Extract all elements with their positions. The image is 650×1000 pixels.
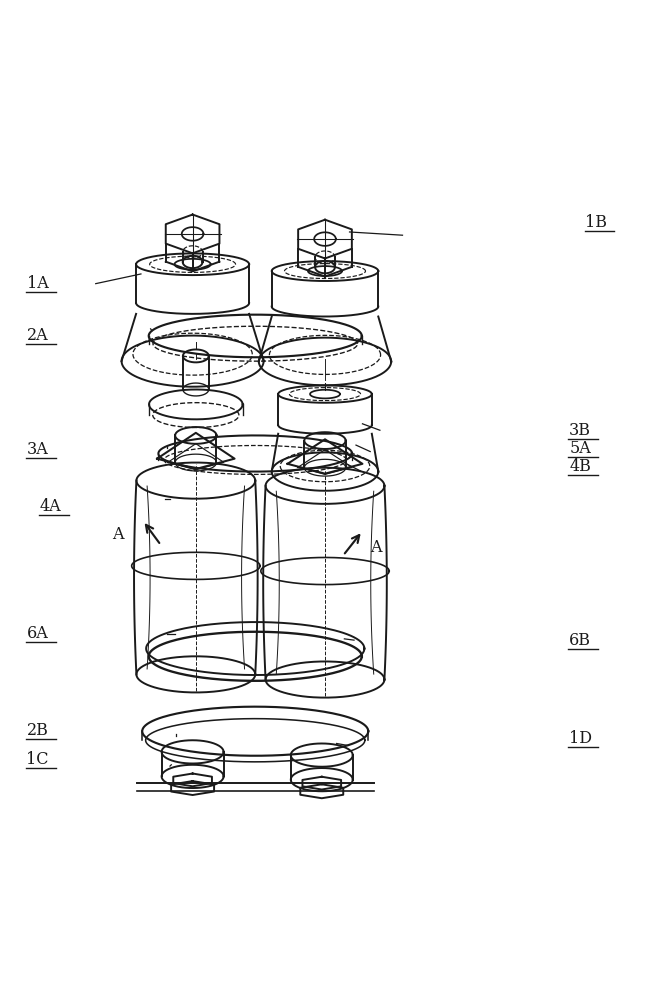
Text: 5A: 5A [569,440,591,457]
Text: 3A: 3A [27,441,49,458]
Text: 4B: 4B [569,458,591,475]
Text: A: A [112,526,124,543]
Text: A: A [370,539,381,556]
Text: 1A: 1A [27,275,49,292]
Text: 1D: 1D [569,730,592,747]
Text: 2B: 2B [27,722,49,739]
Text: 3B: 3B [569,422,591,439]
Text: 1B: 1B [585,214,607,231]
Text: 2A: 2A [27,327,48,344]
Text: 1C: 1C [27,751,49,768]
Text: 6A: 6A [27,625,49,642]
Text: 4A: 4A [40,498,61,515]
Text: 6B: 6B [569,632,591,649]
